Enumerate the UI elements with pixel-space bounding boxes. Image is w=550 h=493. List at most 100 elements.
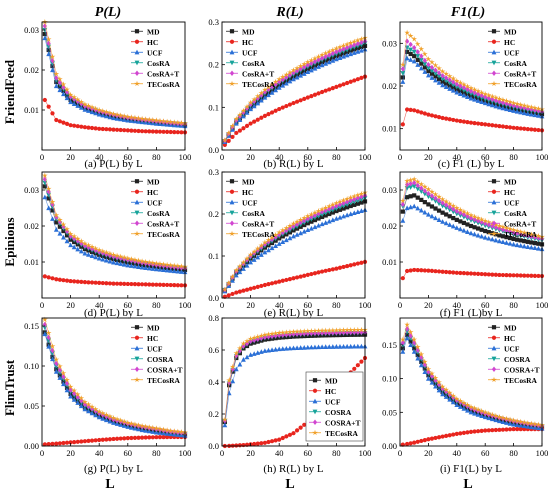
data-point [497, 99, 502, 105]
data-point [319, 327, 325, 334]
data-point [323, 61, 329, 66]
legend-item: TECosRA [131, 80, 181, 89]
data-point [476, 91, 481, 97]
data-point [524, 230, 531, 236]
data-point [436, 269, 442, 274]
x-tick-label: 80 [332, 300, 341, 310]
data-point [241, 288, 246, 293]
data-point [149, 117, 156, 123]
data-point [262, 94, 268, 100]
data-point [124, 113, 131, 120]
data-point [355, 198, 361, 204]
legend-label: CosRA [242, 59, 266, 68]
data-point [493, 224, 498, 230]
y-tick-label: 0.8 [208, 313, 219, 323]
data-point [175, 119, 181, 126]
legend-item: COSRA+T [488, 365, 540, 374]
data-point [241, 113, 246, 119]
data-point [472, 429, 477, 434]
data-point [461, 227, 467, 233]
data-point [479, 233, 485, 239]
data-point [475, 98, 481, 103]
legend-marker [491, 345, 497, 351]
legend-marker [491, 366, 497, 372]
data-point [103, 257, 109, 263]
data-point [252, 285, 257, 290]
data-point [304, 59, 311, 65]
data-point [408, 107, 413, 112]
data-point [287, 222, 293, 229]
data-point [476, 271, 481, 276]
data-point [355, 329, 360, 336]
data-point [312, 327, 318, 334]
data-point [53, 369, 59, 374]
data-point [457, 91, 463, 96]
data-point [323, 220, 329, 225]
data-point [157, 266, 163, 272]
data-point [322, 327, 329, 333]
data-point [451, 85, 456, 90]
data-point [511, 273, 516, 278]
data-point [111, 127, 116, 132]
legend-label: UCF [147, 48, 163, 57]
data-point [255, 350, 261, 355]
data-point [511, 236, 516, 242]
data-point [507, 427, 513, 432]
data-point [118, 127, 123, 133]
data-point [355, 77, 360, 82]
data-point [479, 92, 484, 99]
data-point [42, 97, 47, 103]
data-point [429, 75, 435, 80]
data-point [178, 119, 185, 126]
legend-label: COSRA [147, 355, 174, 364]
data-point [64, 377, 70, 383]
data-point [42, 274, 47, 279]
panel-caption: (e) R(L) by L [264, 307, 324, 319]
data-point [46, 104, 51, 109]
data-point [436, 76, 442, 82]
data-point [525, 111, 531, 116]
data-point [100, 250, 105, 256]
data-point [99, 108, 106, 114]
data-point [522, 239, 527, 244]
data-point [400, 75, 405, 80]
data-point [237, 361, 243, 367]
data-point [122, 128, 127, 133]
data-point [429, 204, 435, 209]
legend-item: MD [488, 323, 517, 332]
data-point [42, 180, 48, 186]
data-point [154, 435, 159, 440]
data-point [443, 394, 449, 399]
panel-caption: (c) F1 (L) by L [438, 158, 505, 170]
data-point [68, 242, 73, 248]
data-point [444, 202, 449, 208]
data-point [489, 93, 496, 99]
data-point [277, 437, 282, 442]
x-tick-label: 0 [40, 448, 44, 458]
data-point [298, 230, 304, 236]
data-point [496, 414, 503, 420]
legend-marker [491, 189, 497, 194]
data-point [54, 75, 59, 81]
data-point [316, 344, 321, 350]
data-point [507, 240, 513, 246]
data-point [468, 95, 474, 101]
data-point [351, 326, 358, 333]
data-point [312, 344, 318, 350]
legend-marker [134, 230, 140, 237]
data-point [222, 422, 228, 428]
data-point [472, 410, 477, 416]
data-point [453, 77, 460, 84]
data-point [107, 127, 113, 132]
data-point [276, 229, 283, 235]
legend-marker [134, 60, 140, 66]
data-point [414, 41, 421, 47]
data-point [49, 199, 56, 205]
data-point [93, 126, 98, 131]
data-point [251, 351, 257, 356]
data-point [344, 41, 350, 47]
data-point [226, 377, 232, 383]
legend-item: HC [131, 188, 158, 197]
